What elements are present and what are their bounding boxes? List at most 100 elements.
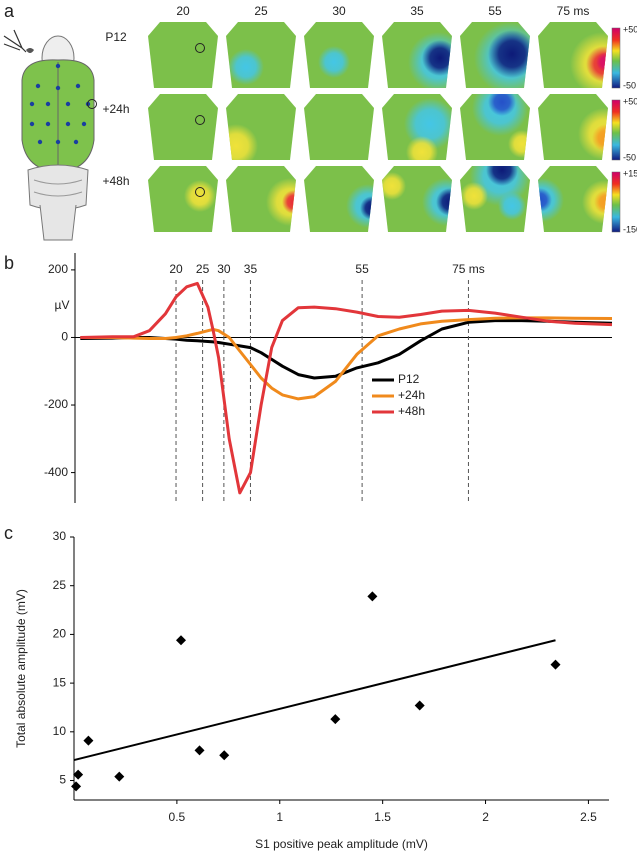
topo-blob xyxy=(488,94,516,116)
topo-map xyxy=(538,22,608,88)
colorbar xyxy=(611,27,621,89)
colorbar-label: -50 xyxy=(623,80,636,90)
panel-letter: c xyxy=(4,523,13,543)
y-tick-label: 5 xyxy=(59,773,66,787)
scatter-point xyxy=(550,659,561,670)
topo-map xyxy=(382,22,452,88)
topo-map xyxy=(460,166,530,232)
scatter-point xyxy=(114,771,125,782)
topo-map xyxy=(304,166,374,232)
topo-blob xyxy=(486,166,518,186)
topo-blob xyxy=(406,136,438,160)
y-tick-label: -400 xyxy=(44,465,68,479)
x-tick-label: 1 xyxy=(276,810,283,824)
series-line xyxy=(80,316,613,401)
series-line xyxy=(80,319,613,380)
topo-blob xyxy=(360,196,374,220)
time-label: 20 xyxy=(176,4,190,18)
x-tick-label: 2 xyxy=(482,810,489,824)
colorbar-label: +50 xyxy=(623,24,637,34)
topo-blob xyxy=(226,124,258,160)
topo-map xyxy=(226,166,296,232)
y-tick-label: 20 xyxy=(53,627,67,641)
scatter-point xyxy=(414,700,425,711)
row-label: +24h xyxy=(102,102,129,116)
scatter-point xyxy=(219,750,230,761)
topo-blob xyxy=(282,190,296,214)
time-marker-label: 35 xyxy=(244,262,258,276)
colorbar xyxy=(611,171,621,233)
topo-blob xyxy=(460,182,488,210)
x-tick-label: 1.5 xyxy=(374,810,391,824)
time-label: 35 xyxy=(410,4,424,18)
colorbar xyxy=(611,99,621,161)
time-label: 25 xyxy=(254,4,268,18)
topo-blob xyxy=(498,192,526,220)
scatter-point xyxy=(71,781,82,792)
y-axis-label: Total absolute amplitude (mV) xyxy=(14,589,28,748)
legend-label: +48h xyxy=(398,404,425,418)
time-marker-label: 25 xyxy=(196,262,210,276)
topo-map xyxy=(148,166,218,232)
y-tick-label: 10 xyxy=(53,724,67,738)
y-tick-label: -200 xyxy=(44,397,68,411)
colorbar-label: +150 xyxy=(623,168,637,178)
time-marker-label: 30 xyxy=(217,262,231,276)
y-tick-label: 0 xyxy=(61,330,68,344)
topo-map xyxy=(304,22,374,88)
legend-label: +24h xyxy=(398,388,425,402)
colorbar-label: -50 xyxy=(623,152,636,162)
topo-map xyxy=(538,166,608,232)
topo-map xyxy=(304,94,374,160)
electrode-marker xyxy=(195,43,205,53)
time-label: 30 xyxy=(332,4,346,18)
topo-map xyxy=(382,166,452,232)
topo-map xyxy=(538,94,608,160)
legend-label: P12 xyxy=(398,372,420,386)
topo-map xyxy=(226,94,296,160)
brain-schematic xyxy=(3,29,97,241)
scatter-point xyxy=(194,745,205,756)
colorbar-label: -150 xyxy=(623,224,637,234)
y-tick-label: 200 xyxy=(48,262,68,276)
time-marker-label: 55 xyxy=(355,262,369,276)
topo-blob xyxy=(228,49,264,85)
y-tick-label: 30 xyxy=(53,529,67,543)
topo-map xyxy=(226,22,296,88)
trend-line xyxy=(73,639,556,762)
topo-base xyxy=(304,94,374,160)
x-axis-label: S1 positive peak amplitude (mV) xyxy=(255,837,428,851)
time-label: 75 ms xyxy=(557,4,590,18)
topo-map xyxy=(148,94,218,160)
topo-map xyxy=(460,22,530,88)
colorbar-label: +50 xyxy=(623,96,637,106)
x-tick-label: 2.5 xyxy=(580,810,597,824)
y-tick-label: 15 xyxy=(53,675,67,689)
x-tick-label: 0.5 xyxy=(169,810,186,824)
topo-blob xyxy=(436,188,452,216)
electrode-marker xyxy=(195,187,205,197)
row-label: P12 xyxy=(105,30,127,44)
y-axis-label: µV xyxy=(55,298,70,312)
topo-map xyxy=(382,94,452,160)
scatter-point xyxy=(367,591,378,602)
scatter-point xyxy=(176,635,186,646)
topo-blob xyxy=(508,130,530,158)
topo-blob xyxy=(318,46,350,78)
topo-blob xyxy=(488,30,530,78)
y-tick-label: 25 xyxy=(53,578,67,592)
row-label: +48h xyxy=(102,174,129,188)
panel-letter: b xyxy=(4,253,14,273)
topo-map xyxy=(460,94,530,160)
time-marker-label: 20 xyxy=(169,262,183,276)
scatter-point xyxy=(73,769,84,780)
topo-blob xyxy=(422,40,452,76)
topo-base xyxy=(148,94,218,160)
time-label: 55 xyxy=(488,4,502,18)
topo-blob xyxy=(538,188,552,212)
series-line xyxy=(80,281,613,495)
scatter-point xyxy=(83,735,94,746)
topo-blob xyxy=(382,172,406,200)
electrode-marker xyxy=(195,115,205,125)
